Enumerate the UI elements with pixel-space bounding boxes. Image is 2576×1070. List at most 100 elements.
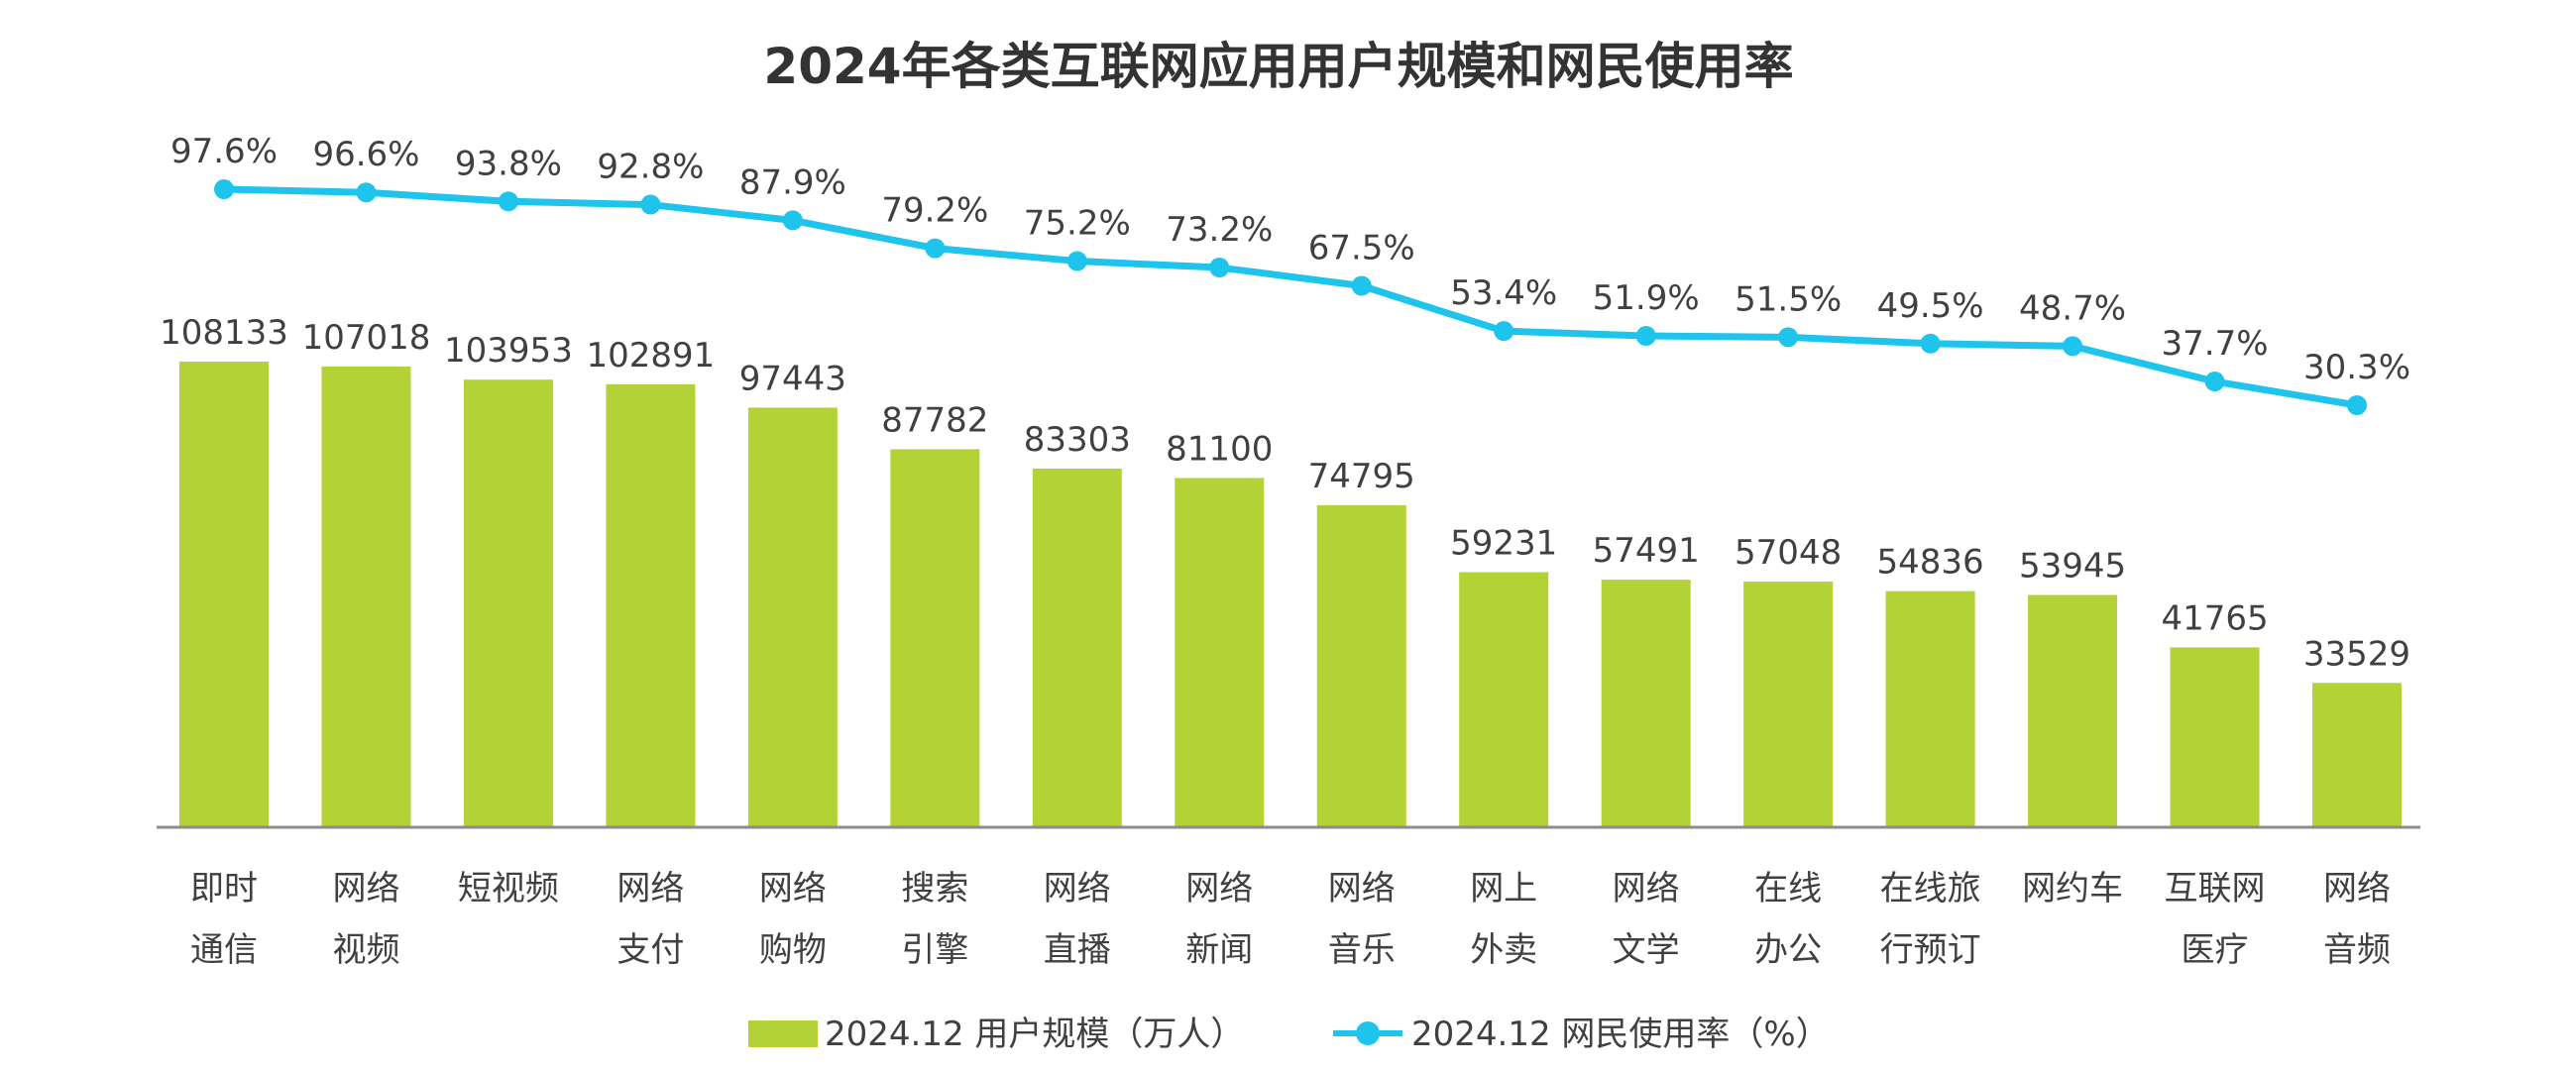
bar-series	[179, 362, 2402, 827]
bar-value-label-7: 81100	[1166, 429, 1273, 469]
rate-value-label-0: 97.6%	[170, 132, 278, 171]
rate-value-label-10: 51.9%	[1593, 278, 1700, 318]
rate-point-3	[640, 194, 661, 215]
category-label-15-0: 网络	[2323, 869, 2391, 909]
bar-value-label-15: 33529	[2303, 634, 2410, 674]
bar-value-label-12: 54836	[1877, 543, 1984, 583]
category-label-14-1: 医疗	[2182, 930, 2249, 970]
category-label-4-1: 购物	[759, 930, 827, 970]
bar-value-label-3: 102891	[587, 336, 716, 375]
bar-value-label-8: 74795	[1308, 457, 1415, 496]
bar-0	[179, 362, 269, 827]
rate-value-label-2: 93.8%	[455, 144, 562, 183]
category-label-0-1: 通信	[190, 930, 258, 970]
category-label-6-0: 网络	[1044, 869, 1111, 909]
bar-value-label-10: 57491	[1593, 531, 1700, 571]
rate-value-label-8: 67.5%	[1308, 229, 1415, 268]
category-label-13-0: 网约车	[2022, 869, 2123, 909]
category-label-3-1: 支付	[616, 930, 684, 970]
category-label-7-0: 网络	[1185, 869, 1253, 909]
bar-4	[747, 407, 838, 827]
category-label-12-0: 在线旅	[1880, 869, 1981, 909]
category-label-1-0: 网络	[332, 869, 399, 909]
bar-6	[1032, 468, 1122, 827]
category-label-9-0: 网上	[1470, 869, 1537, 909]
bar-9	[1459, 572, 1549, 827]
bar-value-label-1: 107018	[302, 318, 431, 358]
rate-line-series	[214, 179, 2367, 415]
rate-value-label-1: 96.6%	[312, 135, 419, 174]
rate-point-10	[1635, 326, 1656, 347]
bar-value-label-5: 87782	[881, 400, 988, 440]
rate-point-6	[1066, 251, 1087, 271]
category-label-11-0: 在线	[1754, 869, 1822, 909]
category-label-1-1: 视频	[332, 930, 399, 970]
bar-12	[1885, 590, 1975, 827]
bar-13	[2028, 594, 2118, 827]
category-label-0-0: 即时	[190, 869, 258, 909]
rate-line	[223, 185, 2358, 409]
category-label-12-1: 行预订	[1880, 930, 1981, 970]
bar-value-label-9: 59231	[1450, 524, 1557, 564]
legend-line-label: 2024.12 网民使用率（%）	[1411, 1015, 1830, 1054]
category-label-5-0: 搜索	[901, 869, 968, 909]
bar-10	[1601, 580, 1691, 827]
rate-point-15	[2347, 395, 2367, 415]
chart-title: 2024年各类互联网应用用户规模和网民使用率	[763, 38, 1793, 95]
rate-point-5	[925, 238, 946, 259]
rate-point-11	[1778, 327, 1799, 348]
category-label-8-0: 网络	[1328, 869, 1396, 909]
category-label-9-1: 外卖	[1470, 930, 1537, 970]
rate-value-labels: 97.6% 96.6% 93.8% 92.8% 87.9% 79.2% 75.2% 73.2%…	[170, 132, 2410, 387]
category-label-6-1: 直播	[1044, 930, 1111, 970]
rate-point-4	[782, 210, 803, 231]
bar-value-label-6: 83303	[1024, 420, 1131, 460]
rate-value-label-14: 37.7%	[2162, 324, 2269, 364]
category-label-14-0: 互联网	[2165, 869, 2266, 909]
bar-value-label-2: 103953	[444, 331, 573, 371]
rate-point-0	[214, 179, 234, 199]
category-label-11-1: 办公	[1754, 930, 1822, 970]
bar-2	[463, 379, 553, 827]
rate-point-7	[1209, 258, 1230, 278]
rate-point-12	[1920, 333, 1941, 354]
rate-value-label-3: 92.8%	[597, 148, 704, 187]
rate-value-label-6: 75.2%	[1024, 204, 1131, 244]
bar-value-label-13: 53945	[2019, 547, 2126, 587]
category-label-7-1: 新闻	[1185, 930, 1253, 970]
bar-value-labels: 108133 107018 103953 102891 97443 87782 83303 8…	[160, 313, 2410, 674]
rate-value-label-4: 87.9%	[739, 162, 846, 202]
legend-bar-swatch	[748, 1020, 818, 1047]
category-label-10-1: 文学	[1613, 930, 1680, 970]
category-label-3-0: 网络	[616, 869, 684, 909]
bar-value-label-11: 57048	[1735, 533, 1842, 573]
rate-value-label-11: 51.5%	[1735, 279, 1842, 319]
category-label-2-0: 短视频	[458, 869, 559, 909]
bar-value-label-0: 108133	[160, 313, 288, 353]
bar-14	[2170, 647, 2260, 827]
category-label-15-1: 音频	[2323, 930, 2391, 970]
rate-point-13	[2063, 336, 2083, 357]
bar-5	[890, 449, 980, 827]
rate-point-8	[1351, 275, 1372, 296]
category-label-5-1: 引擎	[901, 930, 968, 970]
bar-8	[1316, 504, 1406, 827]
rate-point-2	[498, 191, 518, 212]
rate-value-label-13: 48.7%	[2019, 288, 2126, 328]
bar-value-label-14: 41765	[2161, 598, 2268, 638]
rate-value-label-7: 73.2%	[1166, 210, 1273, 250]
bar-value-label-4: 97443	[739, 359, 846, 398]
rate-point-14	[2204, 372, 2225, 392]
bar-3	[606, 383, 696, 827]
bar-11	[1743, 582, 1834, 827]
bar-1	[321, 366, 411, 827]
legend-line-marker	[1356, 1021, 1380, 1045]
rate-point-9	[1494, 321, 1514, 342]
category-label-10-0: 网络	[1613, 869, 1680, 909]
category-label-8-1: 音乐	[1328, 930, 1396, 970]
rate-value-label-15: 30.3%	[2303, 348, 2410, 387]
category-label-4-0: 网络	[759, 869, 827, 909]
